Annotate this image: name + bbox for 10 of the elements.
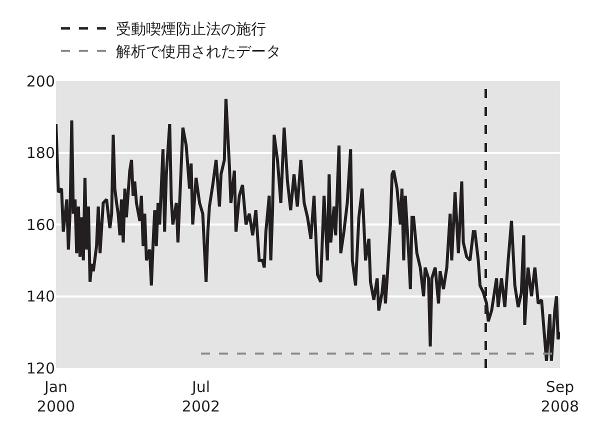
y-tick-label: 200	[26, 72, 55, 90]
x-tick-label: Jan 2000	[36, 378, 76, 416]
y-tick-label: 120	[26, 359, 55, 378]
y-tick-label: 160	[26, 216, 55, 234]
x-tick-label: Jul 2002	[182, 378, 220, 416]
legend-label: 解析で使用されたデータ	[116, 42, 281, 61]
y-tick-label: 180	[26, 144, 55, 162]
x-tick-label: Sep 2008	[540, 378, 580, 416]
legend-label: 受動喫煙防止法の施行	[116, 20, 266, 38]
y-tick-label: 140	[26, 288, 55, 306]
